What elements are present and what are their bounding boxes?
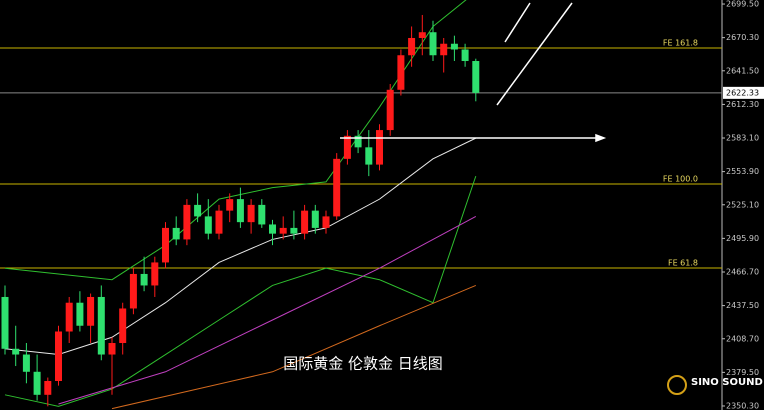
candle-body — [247, 204, 255, 223]
overlay-line — [4, 137, 477, 356]
y-tick-label: 2379.50 — [726, 368, 759, 377]
arrows — [340, 2, 607, 143]
candle-body — [461, 49, 469, 62]
candle-body — [365, 147, 373, 165]
y-tick-label: 2699.50 — [726, 0, 759, 9]
candle-body — [129, 273, 137, 309]
candle-body — [140, 273, 148, 286]
candle-body — [22, 354, 30, 372]
candle-body — [12, 348, 20, 355]
candle-body — [97, 296, 105, 355]
candle-body — [408, 37, 416, 56]
candle-body — [226, 199, 234, 211]
fib-label: FE 100.0 — [663, 175, 698, 184]
y-tick-label: 2553.90 — [726, 167, 759, 176]
y-tick-label: 2583.10 — [726, 134, 759, 143]
candle-body — [55, 331, 62, 381]
candle-body — [87, 296, 95, 326]
candle-body — [376, 130, 383, 165]
candle-body — [301, 210, 309, 234]
overlay-line — [4, 0, 467, 281]
last-price-box — [723, 86, 764, 99]
candle-body — [343, 135, 351, 159]
overlay-line — [4, 175, 477, 407]
candle-body — [397, 55, 405, 90]
y-tick-label: 2641.50 — [726, 66, 759, 75]
candle-body — [322, 216, 330, 228]
y-tick-label: 2437.50 — [726, 301, 759, 310]
candle-body — [119, 308, 127, 344]
overlay-line — [111, 284, 476, 410]
candle-body — [472, 61, 480, 93]
candle-body — [440, 43, 448, 56]
candle-body — [311, 210, 319, 228]
candle-body — [386, 89, 394, 131]
fib-label: FE 61.8 — [668, 258, 698, 267]
logo-icon — [667, 375, 687, 395]
candle-body — [162, 227, 169, 263]
y-tick-label: 2525.10 — [726, 200, 759, 209]
candle-body — [418, 32, 426, 38]
candle-body — [172, 227, 180, 240]
candle-body — [183, 204, 191, 240]
candle-body — [279, 227, 287, 234]
y-tick-label: 2466.70 — [726, 267, 759, 276]
candle-body — [33, 371, 41, 395]
candle-body — [151, 262, 159, 286]
fib-label: FE 161.8 — [663, 38, 698, 47]
candle-body — [269, 224, 276, 234]
brand: SINO SOUND — [691, 377, 763, 388]
overlay-line — [58, 215, 477, 405]
y-tick-label: 2612.30 — [726, 100, 759, 109]
y-tick-label: 2350.30 — [726, 401, 759, 410]
candle-body — [333, 158, 341, 217]
candle-body — [354, 135, 362, 148]
candle-body — [236, 199, 244, 223]
candle-body — [429, 32, 437, 56]
candle-body — [204, 216, 212, 234]
candle-body — [290, 227, 298, 234]
candle-body — [76, 302, 84, 326]
candle-body — [65, 302, 73, 332]
candle-body — [215, 210, 223, 234]
y-tick-label: 2495.90 — [726, 234, 759, 243]
candle-body — [194, 204, 202, 217]
candle-body — [1, 296, 9, 349]
candle-body — [108, 343, 116, 355]
y-tick-label: 2408.70 — [726, 334, 759, 343]
y-tick-label: 2670.30 — [726, 33, 759, 42]
candle-body — [258, 204, 266, 225]
last-price-label: 2622.33 — [726, 88, 759, 97]
candle-body — [44, 380, 52, 395]
caption: 国际黄金 伦敦金 日线图 — [283, 355, 443, 373]
candle-body — [450, 43, 458, 50]
